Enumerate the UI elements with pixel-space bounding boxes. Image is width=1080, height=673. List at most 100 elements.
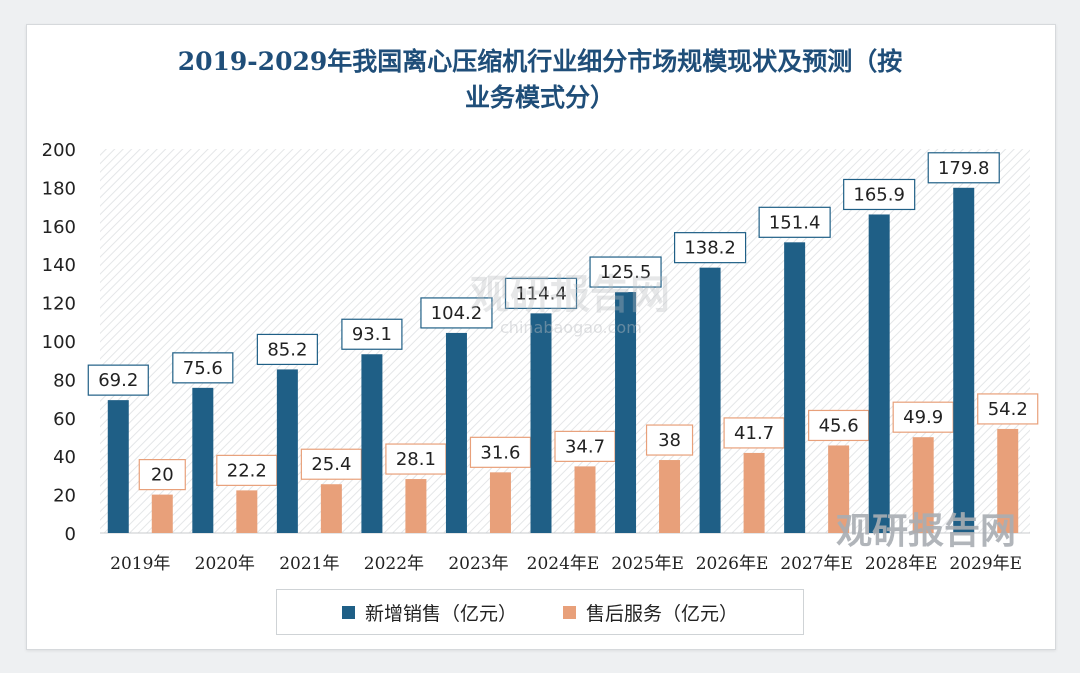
chart-title-line-1: 2019-2029年我国离心压缩机行业细分市场规模现状及预测（按 — [177, 47, 903, 76]
bar-series-1 — [192, 387, 214, 533]
data-label-box — [385, 443, 447, 475]
data-label: 34.7 — [565, 436, 605, 457]
data-label-box — [469, 436, 532, 468]
bar-series-2 — [236, 490, 258, 533]
watermark-corner-text: 观研报告网 — [836, 511, 1017, 552]
x-tick-label: 2020年 — [195, 554, 255, 574]
data-label: 31.6 — [480, 442, 520, 463]
data-label: 138.2 — [684, 238, 736, 259]
bar-series-2 — [151, 494, 173, 533]
chart-legend: 新增销售（亿元） 售后服务（亿元） — [276, 589, 804, 635]
x-tick-label: 2029年E — [949, 554, 1022, 574]
x-tick-label: 2021年 — [279, 554, 339, 574]
bar-series-1 — [361, 354, 383, 533]
bar-series-2 — [489, 472, 511, 533]
data-label-box — [216, 454, 278, 486]
y-tick-label: 80 — [53, 370, 76, 391]
data-label-box — [300, 448, 362, 480]
x-tick-label: 2025年E — [611, 554, 684, 574]
y-tick-label: 60 — [53, 409, 76, 430]
data-label: 125.5 — [600, 262, 652, 283]
x-tick-label: 2019年 — [110, 554, 170, 574]
legend-label-new-sales: 新增销售（亿元） — [364, 602, 517, 625]
data-label-box — [172, 352, 234, 384]
watermark-url-text: chinabaogao.com — [500, 318, 642, 337]
bar-series-2 — [405, 479, 427, 533]
y-tick-label: 40 — [53, 447, 76, 468]
data-label-box — [554, 430, 616, 462]
data-label-box — [892, 401, 954, 433]
data-label: 69.2 — [98, 370, 138, 391]
data-label-box — [758, 206, 831, 238]
data-label-box — [504, 277, 578, 309]
watermark-center-text: 观研报告网 — [470, 272, 670, 318]
data-label: 38 — [658, 430, 681, 451]
y-tick-label: 20 — [53, 486, 76, 507]
bar-series-2 — [743, 452, 765, 533]
chart-title: 2019-2029年我国离心压缩机行业细分市场规模现状及预测（按 业务模式分） — [0, 44, 1080, 116]
y-tick-label: 0 — [65, 524, 76, 545]
data-label-box — [645, 424, 694, 456]
bar-series-2 — [997, 428, 1019, 533]
data-label: 93.1 — [352, 324, 392, 345]
x-tick-label: 2027年E — [780, 554, 853, 574]
data-label: 179.8 — [938, 158, 990, 179]
data-label: 165.9 — [853, 184, 905, 205]
bar-series-2 — [659, 460, 681, 533]
x-tick-label: 2023年 — [448, 554, 508, 574]
data-label: 49.9 — [903, 407, 943, 428]
data-label-box — [589, 256, 662, 288]
data-label-box — [87, 364, 149, 396]
data-label: 151.4 — [769, 212, 821, 233]
bar-series-1 — [615, 292, 637, 533]
data-label-box — [138, 459, 186, 491]
data-label: 41.7 — [734, 423, 774, 444]
bar-series-1 — [445, 332, 467, 533]
x-tick-label: 2028年E — [865, 554, 938, 574]
data-label: 75.6 — [183, 358, 223, 379]
watermark-center: 观研报告网 — [470, 262, 670, 320]
data-label-box — [341, 318, 403, 350]
data-label: 104.2 — [431, 303, 483, 324]
data-label-box — [420, 297, 493, 329]
bar-series-1 — [107, 400, 129, 533]
x-tick-label: 2022年 — [364, 554, 424, 574]
bar-series-1 — [953, 187, 975, 533]
data-label: 54.2 — [988, 399, 1028, 420]
legend-swatch-after-sales — [563, 605, 576, 619]
data-label: 45.6 — [819, 415, 859, 436]
data-label-box — [723, 417, 785, 449]
y-tick-label: 140 — [42, 255, 76, 276]
y-tick-label: 120 — [42, 294, 76, 315]
bar-series-1 — [784, 242, 806, 533]
bar-series-2 — [828, 445, 850, 533]
bar-series-1 — [699, 267, 721, 533]
legend-swatch-new-sales — [341, 605, 355, 619]
y-tick-label: 180 — [42, 178, 76, 199]
legend-label-after-sales: 售后服务（亿元） — [586, 602, 739, 625]
watermark-center-url: chinabaogao.com — [500, 318, 642, 337]
legend-item-new-sales: 新增销售（亿元） — [341, 599, 517, 626]
y-tick-label: 200 — [42, 140, 76, 161]
data-label-box — [673, 232, 747, 264]
data-label: 28.1 — [396, 449, 436, 470]
data-label-box — [256, 333, 318, 366]
bar-series-1 — [276, 369, 298, 533]
data-label-box — [977, 393, 1039, 425]
data-label: 20 — [151, 465, 174, 486]
data-label-box — [808, 409, 870, 442]
watermark-corner: 观研报告网 — [836, 502, 1016, 554]
legend-item-after-sales: 售后服务（亿元） — [563, 599, 738, 626]
y-tick-label: 100 — [42, 332, 76, 353]
x-tick-label: 2024年E — [527, 554, 600, 574]
chart-title-line-2: 业务模式分） — [464, 83, 615, 112]
x-tick-label: 2026年E — [696, 554, 769, 574]
bar-series-1 — [868, 214, 890, 534]
bar-series-2 — [574, 466, 596, 533]
bar-series-2 — [912, 437, 934, 533]
data-label-box — [843, 178, 916, 211]
data-label: 22.2 — [227, 460, 267, 481]
data-label-box — [927, 152, 1000, 184]
data-label: 85.2 — [267, 339, 307, 360]
bar-series-1 — [530, 313, 552, 533]
